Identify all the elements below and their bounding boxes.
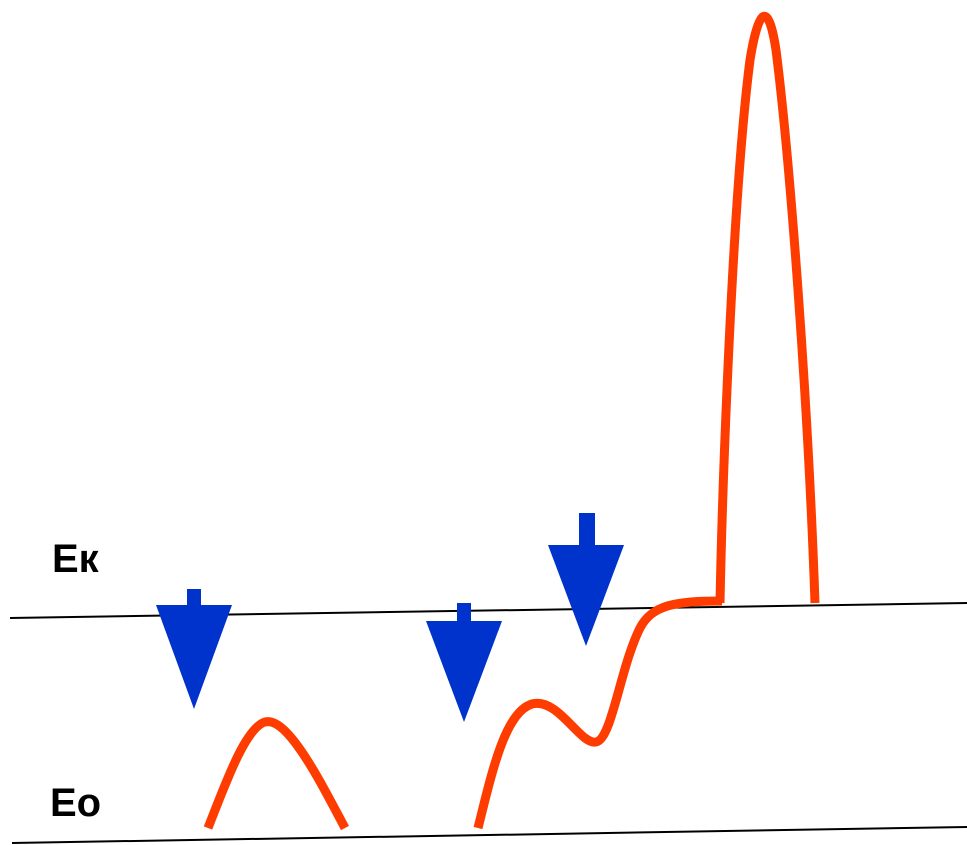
threshold-label: Ек	[52, 537, 100, 581]
down-arrow-icon	[426, 603, 502, 722]
down-arrow-icon	[548, 513, 624, 646]
down-arrow-icon	[156, 589, 232, 709]
baseline-line	[11, 826, 967, 844]
threshold-line	[9, 602, 967, 619]
tall-peak-curve	[715, 11, 820, 604]
small-hump-curve	[203, 717, 349, 831]
wave-curve	[473, 596, 723, 830]
baseline-label: Ео	[50, 781, 101, 825]
